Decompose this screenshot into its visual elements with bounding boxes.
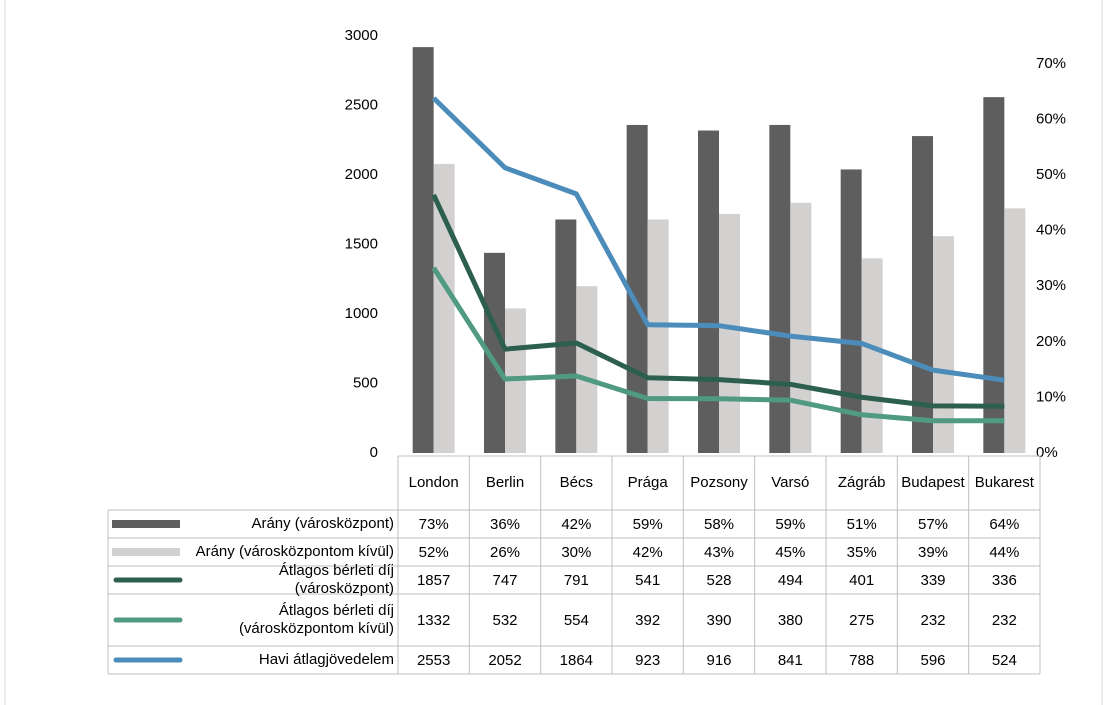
y-tick-label: 500	[353, 374, 378, 391]
table-value: 916	[706, 652, 731, 669]
table-value: 401	[849, 572, 874, 589]
legend-label: Átlagos bérleti díj (városközpont)	[278, 562, 394, 597]
category-label: Pozsony	[690, 474, 748, 491]
bar	[433, 163, 455, 453]
bar	[790, 202, 812, 453]
bar	[576, 286, 598, 453]
table-value: 339	[920, 572, 945, 589]
table-value: 275	[849, 612, 874, 629]
category-label: Prága	[627, 474, 668, 491]
table-value: 57%	[918, 516, 948, 533]
category-label: Budapest	[901, 474, 965, 491]
table-value: 788	[849, 652, 874, 669]
legend-label: Arány (városközpontom kívül)	[195, 543, 394, 560]
table-value: 36%	[490, 516, 520, 533]
legend-label: Arány (városközpont)	[251, 515, 394, 532]
table-value: 791	[564, 572, 589, 589]
y-tick-label: 1500	[345, 235, 378, 252]
table-value: 1864	[560, 652, 593, 669]
category-label: Varsó	[771, 474, 810, 491]
table-value: 554	[564, 612, 589, 629]
bar	[412, 47, 434, 454]
bar	[719, 213, 740, 453]
y-tick-label: 1000	[345, 305, 378, 322]
category-label: Berlin	[485, 474, 525, 491]
table-value: 541	[635, 572, 660, 589]
bar	[769, 124, 791, 454]
bar	[933, 236, 954, 453]
legend-label: Havi átlagjövedelem	[258, 651, 394, 668]
table-value: 2052	[488, 652, 521, 669]
table-value: 42%	[561, 516, 591, 533]
y-tick-label: 2000	[345, 166, 378, 183]
bar	[1004, 208, 1026, 453]
table-value: 1857	[417, 572, 450, 589]
line	[431, 266, 1005, 424]
bar	[484, 252, 505, 453]
y2-tick-label: 20%	[1036, 333, 1066, 350]
legend-label: Átlagos bérleti díj (városközpontom kívü…	[238, 602, 394, 637]
table-value: 45%	[775, 544, 805, 561]
bar	[983, 97, 1005, 453]
table-value: 841	[778, 652, 803, 669]
y-tick-label: 2500	[345, 96, 378, 113]
category-label: Zágráb	[837, 474, 886, 491]
y2-tick-label: 10%	[1036, 388, 1066, 405]
table-value: 39%	[918, 544, 948, 561]
table-value: 30%	[561, 544, 591, 561]
y2-tick-label: 60%	[1036, 110, 1066, 127]
table-value: 51%	[847, 516, 877, 533]
category-label: Bukarest	[974, 474, 1034, 491]
table-value: 59%	[633, 516, 663, 533]
table-value: 58%	[704, 516, 734, 533]
table-value: 494	[778, 572, 803, 589]
y2-tick-label: 0%	[1036, 444, 1058, 461]
legend-key	[112, 548, 180, 556]
table-value: 64%	[989, 516, 1019, 533]
y2-tick-label: 40%	[1036, 222, 1066, 239]
y2-tick-label: 50%	[1036, 166, 1066, 183]
y-tick-label: 0	[370, 444, 378, 461]
table-value: 380	[778, 612, 803, 629]
table-value: 1332	[417, 612, 450, 629]
line	[431, 193, 1005, 409]
bar	[647, 219, 669, 453]
y2-tick-label: 70%	[1036, 55, 1066, 72]
category-label: London	[408, 474, 459, 491]
table-value: 390	[706, 612, 731, 629]
table-value: 232	[920, 612, 945, 629]
table-value: 596	[920, 652, 945, 669]
table-value: 232	[992, 612, 1017, 629]
category-label: Bécs	[559, 474, 593, 491]
bar	[861, 258, 883, 453]
table-value: 528	[706, 572, 731, 589]
chart-border	[4, 0, 1103, 705]
y-tick-label: 3000	[345, 27, 378, 44]
table-value: 532	[492, 612, 517, 629]
line	[431, 96, 1005, 383]
bar	[840, 169, 862, 453]
table-value: 52%	[419, 544, 449, 561]
table-value: 44%	[989, 544, 1019, 561]
table-value: 524	[992, 652, 1017, 669]
table-value: 73%	[419, 516, 449, 533]
bar	[555, 219, 577, 453]
table-value: 42%	[633, 544, 663, 561]
table-value: 43%	[704, 544, 734, 561]
table-value: 923	[635, 652, 660, 669]
table-value: 336	[992, 572, 1017, 589]
table-value: 2553	[417, 652, 450, 669]
table-value: 26%	[490, 544, 520, 561]
table-value: 35%	[847, 544, 877, 561]
y2-tick-label: 30%	[1036, 277, 1066, 294]
bar	[912, 136, 933, 453]
table-value: 392	[635, 612, 660, 629]
legend-key	[112, 520, 180, 528]
bar	[698, 130, 719, 453]
table-value: 747	[492, 572, 517, 589]
table-value: 59%	[775, 516, 805, 533]
